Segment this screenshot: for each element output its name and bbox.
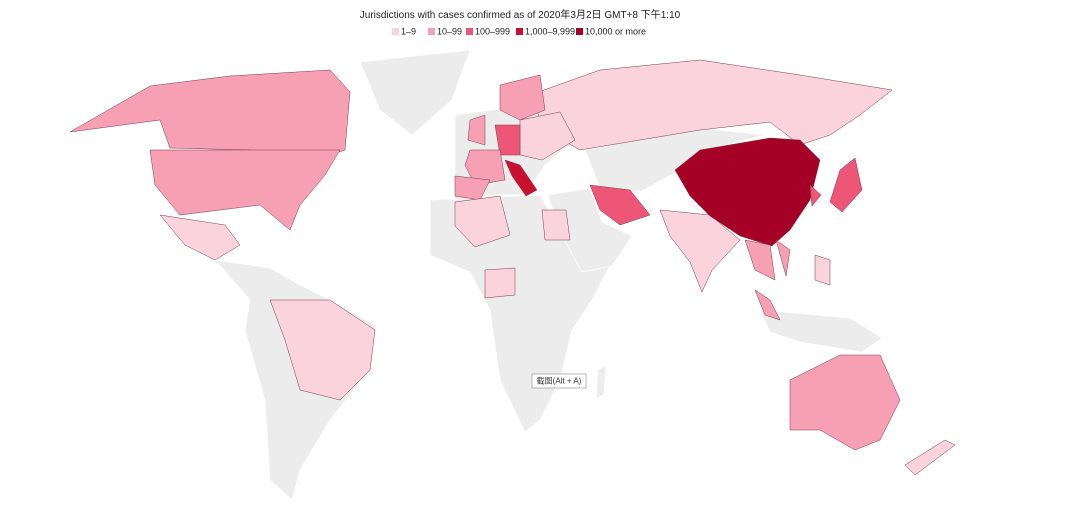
legend-swatch (576, 28, 583, 35)
australia (789, 354, 901, 451)
mexico (159, 214, 241, 261)
south-korea (809, 184, 822, 207)
italy (504, 159, 538, 197)
legend-label: 1–9 (401, 26, 416, 36)
scandinavia (499, 74, 546, 121)
nigeria (484, 267, 516, 299)
philippines (814, 254, 831, 286)
world-map (69, 49, 956, 501)
canada (69, 69, 351, 166)
japan (829, 157, 863, 213)
legend-swatch (428, 28, 435, 35)
united-kingdom (467, 114, 486, 146)
legend-label: 10–99 (437, 26, 462, 36)
legend: 1–9 10–99 100–999 1,000–9,999 10,000 or more (392, 26, 646, 36)
malaysia (754, 289, 781, 321)
united-states (149, 149, 341, 231)
france (464, 149, 506, 186)
legend-label: 100–999 (475, 26, 510, 36)
legend-swatch (516, 28, 523, 35)
tooltip-box (531, 373, 587, 389)
indonesia (759, 309, 883, 353)
china (674, 137, 821, 247)
iran (589, 184, 651, 226)
map-title: Jurisdictions with cases confirmed as of… (360, 8, 681, 21)
russia (529, 59, 893, 151)
brazil (269, 299, 376, 401)
thailand (744, 239, 776, 281)
vietnam (775, 239, 791, 277)
tooltip-text: 截图(Alt + A) (537, 376, 582, 386)
legend-swatch (392, 28, 399, 35)
germany (494, 124, 521, 156)
algeria (454, 195, 511, 248)
madagascar (595, 364, 607, 399)
new-zealand (904, 439, 956, 476)
legend-label: 1,000–9,999 (525, 26, 575, 36)
egypt (541, 209, 571, 241)
legend-swatch (466, 28, 473, 35)
tooltip: 截图(Alt + A) (531, 373, 587, 389)
legend-label: 10,000 or more (585, 26, 646, 36)
greenland (359, 49, 471, 136)
